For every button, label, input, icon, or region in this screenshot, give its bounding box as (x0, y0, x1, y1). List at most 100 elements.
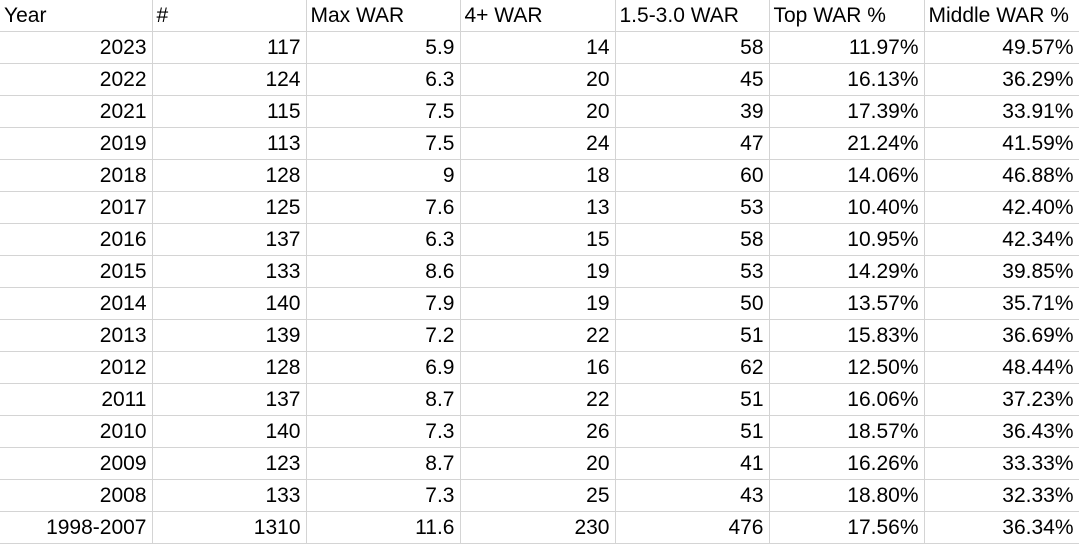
cell-4plus-war[interactable]: 16 (460, 351, 616, 384)
cell-year[interactable]: 2016 (0, 223, 153, 256)
cell-max-war[interactable]: 5.9 (306, 31, 461, 64)
cell-year[interactable]: 2017 (0, 191, 153, 224)
cell-year[interactable]: 2023 (0, 31, 153, 64)
cell-count[interactable]: 117 (152, 31, 307, 64)
cell-top-war-pct[interactable]: 14.29% (769, 255, 925, 288)
cell-4plus-war[interactable]: 230 (460, 511, 616, 544)
cell-max-war[interactable]: 11.6 (306, 511, 461, 544)
cell-middle-war-pct[interactable]: 48.44% (924, 351, 1079, 384)
cell-mid-war[interactable]: 53 (615, 191, 770, 224)
cell-4plus-war[interactable]: 25 (460, 479, 616, 512)
cell-count[interactable]: 123 (152, 447, 307, 480)
cell-4plus-war[interactable]: 15 (460, 223, 616, 256)
cell-count[interactable]: 1310 (152, 511, 307, 544)
header-cell-count[interactable]: # (152, 0, 307, 32)
cell-middle-war-pct[interactable]: 42.34% (924, 223, 1079, 256)
cell-middle-war-pct[interactable]: 41.59% (924, 127, 1079, 160)
cell-max-war[interactable]: 8.7 (306, 383, 461, 416)
cell-middle-war-pct[interactable]: 49.57% (924, 31, 1079, 64)
cell-max-war[interactable]: 6.9 (306, 351, 461, 384)
cell-middle-war-pct[interactable]: 35.71% (924, 287, 1079, 320)
cell-year[interactable]: 2021 (0, 95, 153, 128)
cell-mid-war[interactable]: 39 (615, 95, 770, 128)
cell-count[interactable]: 128 (152, 351, 307, 384)
cell-top-war-pct[interactable]: 18.57% (769, 415, 925, 448)
cell-mid-war[interactable]: 476 (615, 511, 770, 544)
cell-top-war-pct[interactable]: 13.57% (769, 287, 925, 320)
cell-year[interactable]: 2018 (0, 159, 153, 192)
cell-top-war-pct[interactable]: 11.97% (769, 31, 925, 64)
cell-middle-war-pct[interactable]: 37.23% (924, 383, 1079, 416)
cell-mid-war[interactable]: 60 (615, 159, 770, 192)
cell-max-war[interactable]: 7.3 (306, 479, 461, 512)
cell-max-war[interactable]: 7.6 (306, 191, 461, 224)
cell-year[interactable]: 2022 (0, 63, 153, 96)
cell-mid-war[interactable]: 45 (615, 63, 770, 96)
cell-4plus-war[interactable]: 22 (460, 319, 616, 352)
cell-top-war-pct[interactable]: 14.06% (769, 159, 925, 192)
cell-mid-war[interactable]: 51 (615, 319, 770, 352)
cell-year[interactable]: 2010 (0, 415, 153, 448)
cell-middle-war-pct[interactable]: 36.43% (924, 415, 1079, 448)
cell-count[interactable]: 128 (152, 159, 307, 192)
cell-mid-war[interactable]: 62 (615, 351, 770, 384)
cell-middle-war-pct[interactable]: 33.33% (924, 447, 1079, 480)
cell-top-war-pct[interactable]: 17.56% (769, 511, 925, 544)
cell-count[interactable]: 115 (152, 95, 307, 128)
cell-middle-war-pct[interactable]: 36.29% (924, 63, 1079, 96)
cell-max-war[interactable]: 6.3 (306, 223, 461, 256)
cell-mid-war[interactable]: 53 (615, 255, 770, 288)
cell-max-war[interactable]: 8.6 (306, 255, 461, 288)
cell-top-war-pct[interactable]: 18.80% (769, 479, 925, 512)
cell-count[interactable]: 133 (152, 479, 307, 512)
cell-max-war[interactable]: 8.7 (306, 447, 461, 480)
cell-max-war[interactable]: 9 (306, 159, 461, 192)
cell-count[interactable]: 139 (152, 319, 307, 352)
cell-4plus-war[interactable]: 24 (460, 127, 616, 160)
cell-middle-war-pct[interactable]: 36.69% (924, 319, 1079, 352)
header-cell-year[interactable]: Year (0, 0, 153, 32)
header-cell-max-war[interactable]: Max WAR (306, 0, 461, 32)
header-cell-middle-war-pct[interactable]: Middle WAR % (924, 0, 1079, 32)
cell-mid-war[interactable]: 50 (615, 287, 770, 320)
header-cell-top-war-pct[interactable]: Top WAR % (769, 0, 925, 32)
cell-year[interactable]: 2012 (0, 351, 153, 384)
cell-year[interactable]: 2014 (0, 287, 153, 320)
cell-count[interactable]: 137 (152, 223, 307, 256)
cell-mid-war[interactable]: 58 (615, 31, 770, 64)
cell-top-war-pct[interactable]: 10.40% (769, 191, 925, 224)
cell-top-war-pct[interactable]: 17.39% (769, 95, 925, 128)
cell-top-war-pct[interactable]: 10.95% (769, 223, 925, 256)
cell-year[interactable]: 2008 (0, 479, 153, 512)
cell-year[interactable]: 2009 (0, 447, 153, 480)
cell-max-war[interactable]: 7.9 (306, 287, 461, 320)
cell-mid-war[interactable]: 41 (615, 447, 770, 480)
cell-count[interactable]: 140 (152, 287, 307, 320)
cell-count[interactable]: 125 (152, 191, 307, 224)
cell-middle-war-pct[interactable]: 36.34% (924, 511, 1079, 544)
cell-max-war[interactable]: 7.5 (306, 127, 461, 160)
cell-4plus-war[interactable]: 14 (460, 31, 616, 64)
cell-4plus-war[interactable]: 26 (460, 415, 616, 448)
cell-4plus-war[interactable]: 13 (460, 191, 616, 224)
cell-max-war[interactable]: 7.3 (306, 415, 461, 448)
cell-top-war-pct[interactable]: 12.50% (769, 351, 925, 384)
cell-mid-war[interactable]: 58 (615, 223, 770, 256)
cell-year[interactable]: 2015 (0, 255, 153, 288)
cell-year[interactable]: 2011 (0, 383, 153, 416)
cell-4plus-war[interactable]: 20 (460, 447, 616, 480)
cell-4plus-war[interactable]: 19 (460, 255, 616, 288)
cell-year[interactable]: 2013 (0, 319, 153, 352)
cell-4plus-war[interactable]: 19 (460, 287, 616, 320)
cell-4plus-war[interactable]: 18 (460, 159, 616, 192)
cell-4plus-war[interactable]: 20 (460, 63, 616, 96)
cell-max-war[interactable]: 7.5 (306, 95, 461, 128)
cell-count[interactable]: 124 (152, 63, 307, 96)
cell-mid-war[interactable]: 51 (615, 383, 770, 416)
cell-year[interactable]: 1998-2007 (0, 511, 153, 544)
cell-count[interactable]: 137 (152, 383, 307, 416)
cell-middle-war-pct[interactable]: 39.85% (924, 255, 1079, 288)
cell-top-war-pct[interactable]: 16.13% (769, 63, 925, 96)
cell-year[interactable]: 2019 (0, 127, 153, 160)
cell-middle-war-pct[interactable]: 42.40% (924, 191, 1079, 224)
